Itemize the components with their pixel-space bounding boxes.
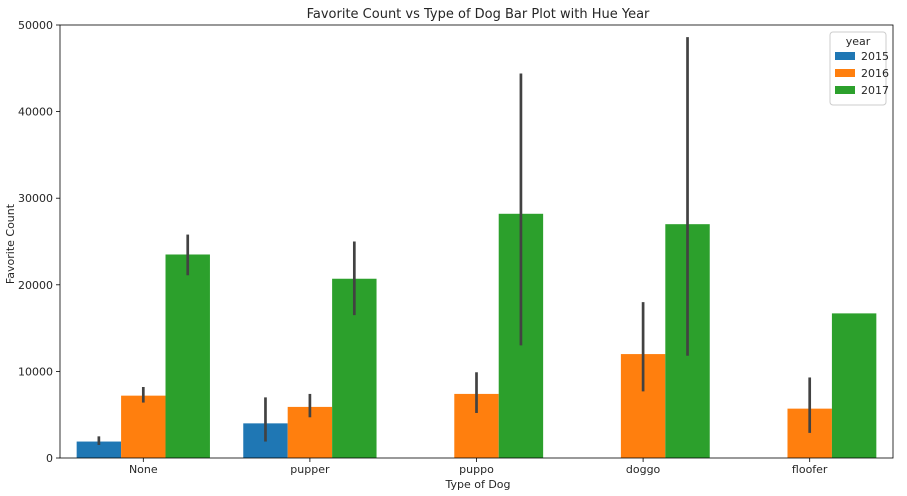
y-tick-label-50000: 50000 xyxy=(18,19,53,32)
chart-title: Favorite Count vs Type of Dog Bar Plot w… xyxy=(307,7,650,22)
legend-title: year xyxy=(846,35,871,48)
y-axis-label: Favorite Count xyxy=(4,203,17,284)
x-axis-label: Type of Dog xyxy=(444,478,510,491)
bar-2017-floofer xyxy=(831,313,877,458)
y-tick-label-30000: 30000 xyxy=(18,192,53,205)
bar-2017-None xyxy=(165,254,210,458)
legend-label-2016: 2016 xyxy=(861,67,889,80)
legend-swatch-2017 xyxy=(835,86,855,94)
legend-swatch-2016 xyxy=(835,69,855,77)
x-axis: None pupper puppo doggo floofer xyxy=(129,458,828,476)
legend: year 2015 2016 2017 xyxy=(829,31,889,106)
y-tick-label-20000: 20000 xyxy=(18,279,53,292)
legend-label-2017: 2017 xyxy=(861,84,889,97)
y-tick-label-10000: 10000 xyxy=(18,365,53,378)
bar-2015-None xyxy=(76,441,122,458)
x-tick-label-puppo: puppo xyxy=(459,463,494,476)
legend-label-2015: 2015 xyxy=(861,50,889,63)
y-tick-label-40000: 40000 xyxy=(18,106,53,119)
bar-2016-None xyxy=(121,395,166,458)
x-tick-label-pupper: pupper xyxy=(290,463,330,476)
x-tick-label-doggo: doggo xyxy=(626,463,661,476)
plot-area xyxy=(59,24,894,459)
legend-swatch-2015 xyxy=(835,52,855,60)
x-tick-label-None: None xyxy=(129,463,158,476)
y-tick-label-0: 0 xyxy=(46,452,53,465)
x-tick-label-floofer: floofer xyxy=(792,463,828,476)
y-axis: 0 10000 20000 30000 40000 50000 xyxy=(18,19,60,465)
